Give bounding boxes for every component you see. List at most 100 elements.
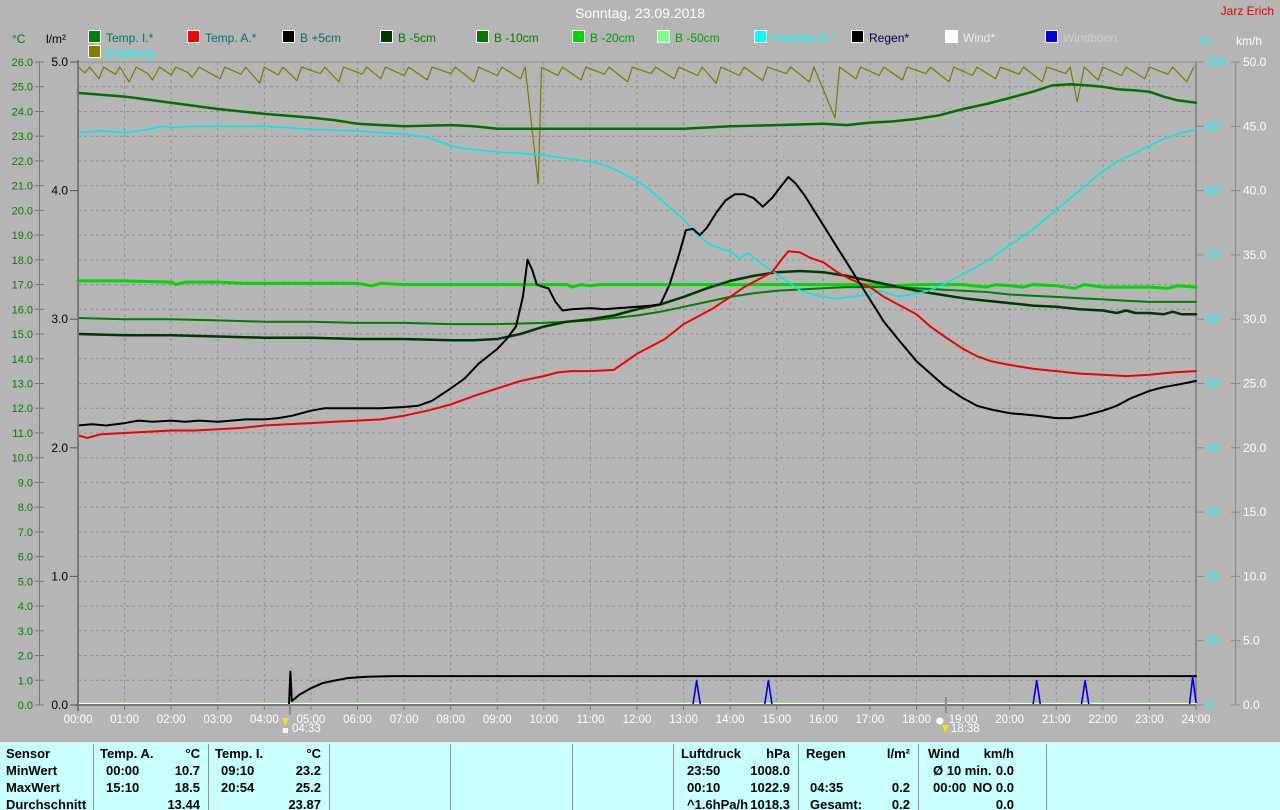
cell-value: 18.5 [174,780,200,795]
temp-a-color-swatch-icon [187,30,200,43]
sunset-time-label: 18:38 [951,723,980,735]
celsius-tick-label: 9.0 [18,477,33,489]
legend-item-feuchte-a: Feuchte A.* [754,30,835,45]
right-axis-unit-percent: % [1200,34,1211,48]
cell-value: 0.2 [891,780,910,795]
kmh-tick-label: 30.0 [1243,312,1267,326]
rain-tick-label: 2.0 [51,441,68,455]
kmh-tick-label: 20.0 [1243,441,1267,455]
legend-label: B -10cm [494,31,539,45]
cell-value: 10.7 [174,763,200,778]
empfang-color-swatch-icon [88,45,101,58]
hour-tick-label: 21:00 [1042,714,1071,726]
column-header: Luftdruck [681,746,741,761]
hour-tick-label: 07:00 [390,714,419,726]
table-column-separator [93,744,94,810]
hour-tick-label: 18:00 [902,714,931,726]
hour-tick-label: 04:00 [250,714,279,726]
legend-label: B -20cm [590,31,635,45]
legend-item-b-plus5: B +5cm [282,30,342,45]
page-title: Sonntag, 23.09.2018 [574,5,705,21]
cell-value: 1022.9 [750,780,790,795]
sunset-icon-arrow [941,725,949,733]
celsius-tick-label: 10.0 [12,453,33,465]
legend-label: Temp. A.* [205,31,257,45]
b-plus5-color-swatch-icon [282,30,295,43]
column-header: Wind [928,746,960,761]
hour-tick-label: 15:00 [762,714,791,726]
summary-table: Sensor MinWert MaxWert Durchschnitt Temp. A.… [0,742,1280,810]
celsius-tick-label: 2.0 [18,651,33,663]
legend-label: B +5cm [300,31,342,45]
cell-value: 25.2 [295,780,321,795]
cell-value: 0.0 [995,797,1014,810]
cell-value: NO 0.0 [972,780,1014,795]
row-label: MaxWert [6,780,60,795]
hour-tick-label: 22:00 [1088,714,1117,726]
series-b_minus20-line [76,279,1198,290]
legend-item-windboeen: Windböen [1045,30,1117,45]
legend-item-b-minus20: B -20cm [572,30,635,45]
series-windboeen-line [1080,679,1090,706]
celsius-tick-label: 3.0 [18,626,33,638]
left-axis-unit-celsius: °C [12,32,26,46]
humidity-tick-label: 60 [1206,312,1220,326]
celsius-tick-label: 6.0 [18,552,33,564]
right-axis-unit-kmh: km/h [1236,34,1263,48]
celsius-tick-label: 26.0 [12,57,33,69]
legend-label: Temp. I.* [106,31,154,45]
row-label: Sensor [6,746,51,761]
series-feuchte_a-line [77,125,1197,300]
series-b_minus5-line [76,269,1198,342]
hour-tick-label: 09:00 [483,714,512,726]
rain-tick-label: 5.0 [51,55,68,69]
kmh-tick-label: 50.0 [1243,55,1267,69]
celsius-tick-label: 16.0 [12,304,33,316]
humidity-tick-label: 80 [1206,184,1220,198]
celsius-tick-label: 13.0 [12,379,33,391]
cell-value: 1018.3 [750,797,790,810]
legend-label: B -5cm [398,31,437,45]
legend-label: Feuchte A.* [772,31,835,45]
series-temp_a-line [77,250,1197,439]
row-label: MinWert [6,763,58,778]
legend-item-regen: Regen* [851,30,910,45]
series-windboeen-line [1032,679,1042,706]
celsius-tick-label: 14.0 [12,354,33,366]
table-column-separator [329,744,330,810]
hour-tick-label: 10:00 [529,714,558,726]
hour-tick-label: 05:00 [297,714,326,726]
hour-tick-label: 24:00 [1182,714,1211,726]
celsius-tick-label: 23.0 [12,131,33,143]
cell-time: Gesamt: [810,797,863,810]
legend-row-1: Temp. I.* Temp. A.* B +5cm B -5cm B -10cm B -… [0,30,1280,45]
cell-time: 00:10 [687,780,721,795]
legend-item-empfang: Empfang [88,45,154,60]
celsius-tick-label: 4.0 [18,601,33,613]
humidity-tick-label: 100 [1206,55,1226,69]
rain-tick-label: 4.0 [51,184,68,198]
legend-label: Regen* [869,31,910,45]
cell-value: 23.87 [288,797,321,810]
hour-tick-label: 01:00 [110,714,139,726]
column-header: Temp. A. [100,746,154,761]
rain-tick-label: 3.0 [51,312,68,326]
celsius-tick-label: 21.0 [12,181,33,193]
legend-item-b-minus5: B -5cm [380,30,437,45]
rain-tick-label: 1.0 [51,569,68,583]
cell-value: 0.2 [891,797,910,810]
legend-item-wind: Wind* [945,30,995,45]
legend-row-2: Empfang [0,45,1280,60]
celsius-tick-label: 12.0 [12,403,33,415]
celsius-tick-label: 5.0 [18,576,33,588]
kmh-tick-label: 35.0 [1243,248,1267,262]
celsius-tick-label: 8.0 [18,502,33,514]
sunrise-icon [281,718,289,726]
left-axis-unit-rain: l/m² [46,32,66,46]
celsius-tick-label: 0.0 [18,700,33,712]
cell-time: 00:00 [933,780,967,795]
humidity-tick-label: 90 [1206,119,1220,133]
celsius-tick-label: 20.0 [12,205,33,217]
wind-color-swatch-icon [945,30,958,43]
hour-tick-label: 23:00 [1135,714,1164,726]
